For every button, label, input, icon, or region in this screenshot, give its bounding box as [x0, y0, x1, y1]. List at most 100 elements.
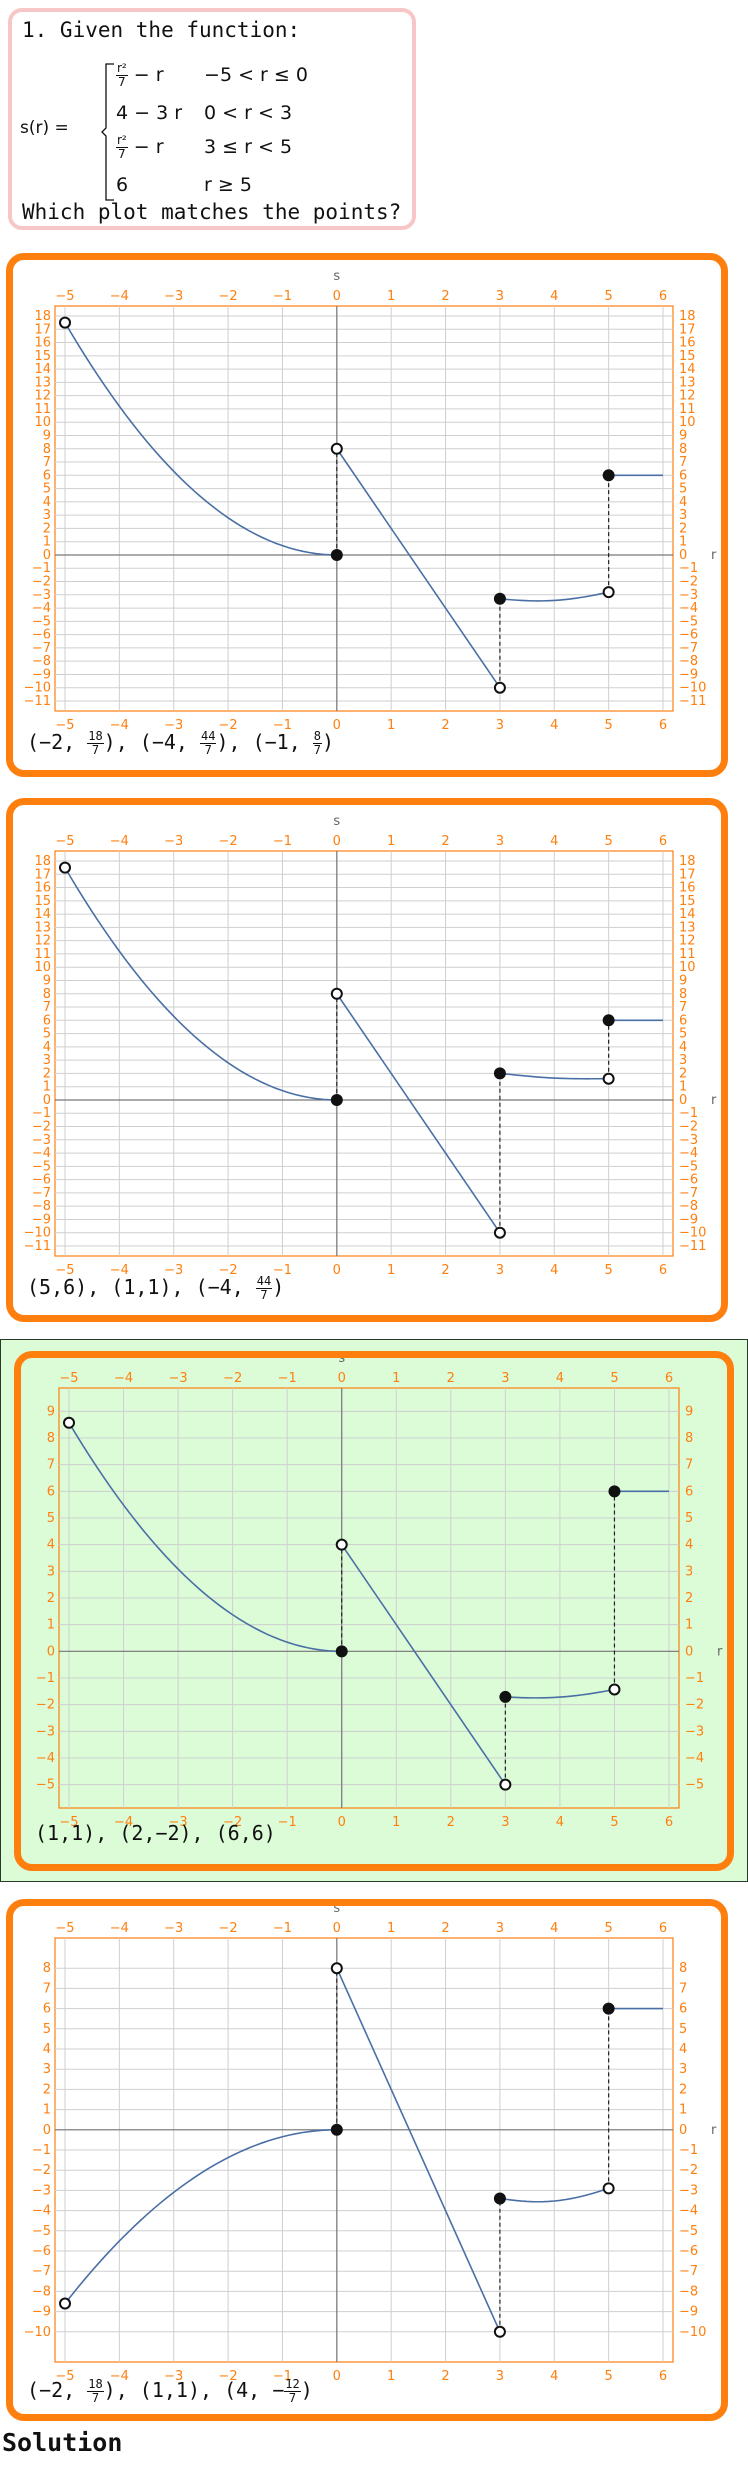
x-tick-label-top: 3 — [501, 1371, 509, 1386]
y-tick-label-left: 11 — [34, 402, 51, 417]
x-tick-label-top: 4 — [550, 289, 558, 304]
y-tick-label-right: 5 — [685, 1511, 693, 1526]
y-tick-label-right: −10 — [679, 681, 706, 696]
y-tick-label-right: 16 — [679, 881, 696, 896]
y-tick-label-right: 7 — [679, 455, 687, 470]
y-tick-label-right: −11 — [679, 694, 706, 709]
x-tick-label-top: −4 — [110, 834, 129, 849]
y-tick-label-left: −9 — [32, 1212, 51, 1227]
y-tick-label-right: −1 — [679, 2143, 698, 2158]
y-tick-label-right: 13 — [679, 375, 696, 390]
x-tick-label-top: −5 — [55, 1921, 74, 1936]
x-tick-label-bottom: −3 — [164, 718, 183, 733]
x-tick-label-bottom: 0 — [333, 718, 341, 733]
x-tick-label-top: −4 — [110, 289, 129, 304]
y-tick-label-left: 10 — [34, 960, 51, 975]
y-tick-label-left: −6 — [32, 628, 51, 643]
y-tick-label-right: −1 — [685, 1671, 704, 1686]
y-tick-label-right: −9 — [679, 2305, 698, 2320]
x-axis-name: r — [711, 1093, 717, 1108]
y-tick-label-left: −10 — [24, 2325, 51, 2340]
y-tick-label-right: −4 — [679, 601, 698, 616]
y-tick-label-right: 9 — [685, 1404, 693, 1419]
curve-piece-3 — [505, 1688, 615, 1699]
y-tick-label-left: 16 — [34, 881, 51, 896]
y-tick-label-left: 6 — [43, 468, 51, 483]
fraction: 18 7 — [87, 729, 104, 757]
y-tick-label-right: 0 — [679, 548, 687, 563]
curve-piece-2 — [336, 993, 501, 1234]
fraction: 44 7 — [255, 1274, 273, 1302]
x-tick-label-top: −5 — [55, 289, 74, 304]
y-tick-label-right: 11 — [679, 947, 696, 962]
x-tick-label-bottom: 2 — [441, 718, 449, 733]
y-tick-label-right: 3 — [685, 1564, 693, 1579]
x-tick-label-top: 5 — [610, 1371, 618, 1386]
x-tick-label-bottom: −4 — [110, 2369, 129, 2384]
option-1-card[interactable]: −5 −5 −4 −4 −3 −3 −2 −2 −1 −1 0 0 1 1 2 2 3 3 4 4 5 5 6 6 −11 −11… — [6, 253, 728, 777]
y-tick-label-left: 0 — [43, 548, 51, 563]
y-tick-label-left: 16 — [34, 336, 51, 351]
x-tick-label-bottom: 5 — [610, 1815, 618, 1830]
y-axis-name: s — [333, 814, 340, 829]
y-tick-label-right: 0 — [679, 1093, 687, 1108]
y-tick-label-right: 12 — [679, 389, 696, 404]
y-tick-label-right: 0 — [685, 1644, 693, 1659]
x-tick-label-bottom: 3 — [501, 1815, 509, 1830]
y-tick-label-right: 1 — [685, 1618, 693, 1633]
x-tick-label-bottom: −1 — [273, 2369, 292, 2384]
curve-piece-1 — [68, 1422, 342, 1653]
open-point — [63, 1416, 75, 1429]
x-tick-label-top: 4 — [556, 1371, 564, 1386]
y-tick-label-left: 5 — [43, 482, 51, 497]
y-tick-label-left: 0 — [43, 1093, 51, 1108]
y-tick-label-right: −5 — [679, 2224, 698, 2239]
y-tick-label-left: −5 — [32, 614, 51, 629]
y-tick-label-right: 4 — [685, 1538, 693, 1553]
open-point — [330, 1962, 343, 1975]
option-1-points: (−2, 18 7), (−4, 44 7), (−1, 8 7) — [27, 730, 334, 757]
points-text: ), (−4, — [103, 730, 200, 754]
x-tick-label-top: 0 — [333, 1921, 341, 1936]
x-tick-label-bottom: −1 — [273, 718, 292, 733]
open-point — [59, 316, 71, 329]
closed-point — [602, 2002, 615, 2015]
y-tick-label-left: 2 — [43, 521, 51, 536]
option-4-card[interactable]: −5 −5 −4 −4 −3 −3 −2 −2 −1 −1 0 0 1 1 2 2 3 3 4 4 5 5 6 6 −10 −10… — [6, 1899, 728, 2421]
y-tick-label-right: 6 — [685, 1484, 693, 1499]
piece-3-condition: 3 ≤ r < 5 — [204, 136, 293, 158]
x-tick-label-top: 1 — [392, 1371, 400, 1386]
x-tick-label-bottom: 1 — [387, 1263, 395, 1278]
x-tick-label-top: 0 — [333, 834, 341, 849]
piece-1-condition: −5 < r ≤ 0 — [204, 64, 308, 86]
x-tick-label-top: 2 — [447, 1371, 455, 1386]
closed-point — [493, 2192, 506, 2205]
option-3-card[interactable]: −5 −5 −4 −4 −3 −3 −2 −2 −1 −1 0 0 1 1 2 2 3 3 4 4 5 5 6 6 −5 −5 −4… — [14, 1351, 734, 1871]
curve-piece-2 — [336, 1967, 501, 2333]
closed-point — [499, 1690, 512, 1703]
y-tick-label-right: 15 — [679, 349, 696, 364]
option-2-card[interactable]: −5 −5 −4 −4 −3 −3 −2 −2 −1 −1 0 0 1 1 2 2 3 3 4 4 5 5 6 6 −11 −11… — [6, 798, 728, 1322]
y-tick-label-left: 15 — [34, 894, 51, 909]
x-tick-label-bottom: −5 — [55, 2369, 74, 2384]
y-tick-label-right: 6 — [679, 468, 687, 483]
y-tick-label-left: 8 — [43, 987, 51, 1002]
closed-point — [335, 1645, 348, 1658]
y-tick-label-right: 9 — [679, 428, 687, 443]
y-tick-label-right: 7 — [679, 1000, 687, 1015]
x-tick-label-top: −2 — [219, 289, 238, 304]
x-tick-label-bottom: −4 — [110, 1263, 129, 1278]
curve-piece-3 — [499, 2187, 609, 2203]
y-tick-label-right: 3 — [679, 508, 687, 523]
y-tick-label-left: 13 — [34, 375, 51, 390]
y-tick-label-right: 17 — [679, 867, 696, 882]
y-tick-label-left: 11 — [34, 947, 51, 962]
open-point — [335, 1538, 348, 1551]
x-axis-name: r — [717, 1644, 723, 1659]
y-tick-label-left: 17 — [34, 867, 51, 882]
x-tick-label-top: 6 — [659, 1921, 667, 1936]
x-tick-label-bottom: 6 — [659, 1263, 667, 1278]
option-3-points: (1,1), (2,−2), (6,6) — [35, 1821, 276, 1845]
y-tick-label-right: 3 — [679, 1053, 687, 1068]
closed-point — [608, 1485, 621, 1498]
